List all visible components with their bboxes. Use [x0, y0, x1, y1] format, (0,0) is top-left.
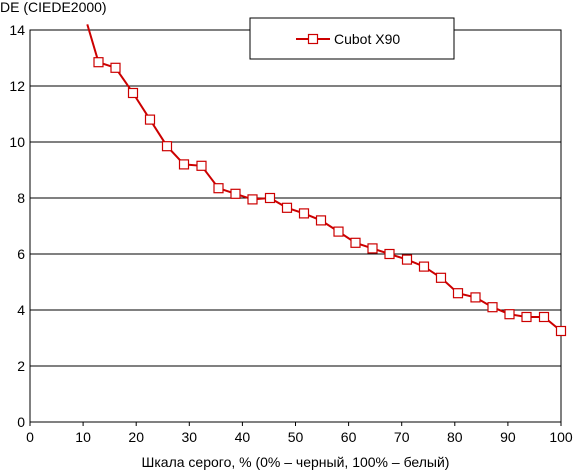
y-tick-label: 6	[17, 246, 25, 262]
data-point-marker	[504, 309, 515, 320]
data-point-marker	[401, 254, 413, 265]
y-tick-label: 2	[17, 358, 25, 374]
x-tick-label: 30	[182, 429, 198, 445]
data-point-marker	[555, 325, 567, 337]
legend-box	[249, 17, 455, 60]
series-line	[86, 24, 562, 332]
legend: Cubot X90	[249, 17, 455, 60]
x-tick-label: 0	[26, 429, 34, 445]
data-point-marker	[384, 248, 395, 260]
data-point-marker	[367, 243, 378, 254]
data-point-marker	[333, 226, 344, 237]
data-point-marker	[281, 202, 293, 213]
data-point-marker	[213, 183, 224, 194]
series-layer	[86, 24, 567, 337]
y-tick-label: 10	[9, 134, 25, 150]
data-point-marker	[247, 194, 258, 205]
data-point-marker	[144, 114, 156, 125]
legend-label: Cubot X90	[334, 31, 400, 47]
x-tick-label: 100	[549, 429, 573, 445]
data-point-marker	[178, 159, 190, 170]
x-tick-label: 70	[394, 429, 410, 445]
x-tick-label: 80	[447, 429, 463, 445]
x-axis-title: Шкала серого, % (0% – черный, 100% – бел…	[142, 454, 450, 470]
data-point-marker	[487, 302, 498, 313]
data-point-marker	[298, 208, 310, 219]
gridlines	[30, 29, 561, 423]
x-tick-label: 60	[341, 429, 357, 445]
legend-marker-square	[307, 33, 319, 45]
data-point-marker	[521, 311, 532, 323]
data-point-marker	[110, 62, 121, 73]
x-tick-label: 90	[500, 429, 516, 445]
y-tick-label: 14	[9, 22, 25, 38]
y-tick-label: 0	[17, 414, 25, 430]
data-point-marker	[538, 311, 550, 323]
x-tick-label: 40	[235, 429, 251, 445]
x-axis-ticks: 0 10 20 30 40 50 60 70 80 90 100	[26, 422, 573, 445]
data-point-marker	[161, 141, 173, 152]
plot-area-frame	[29, 29, 562, 423]
y-tick-label: 12	[9, 78, 25, 94]
data-point-marker	[93, 57, 104, 68]
y-axis-title: DE (CIEDE2000)	[0, 0, 107, 15]
data-point-marker	[264, 192, 276, 204]
data-point-marker	[230, 188, 241, 199]
x-tick-label: 20	[128, 429, 144, 445]
data-point-marker	[452, 288, 464, 299]
data-point-marker	[470, 292, 481, 303]
data-point-marker	[127, 87, 139, 99]
y-tick-label: 8	[17, 190, 25, 206]
y-tick-label: 4	[17, 302, 25, 318]
x-tick-label: 50	[288, 429, 304, 445]
data-point-marker	[196, 160, 207, 171]
y-axis-ticks: 0 2 4 6 8 10 12 14	[9, 22, 25, 430]
data-point-marker	[350, 237, 361, 248]
x-tick-label: 10	[75, 429, 91, 445]
data-point-marker	[418, 261, 430, 272]
data-point-marker	[435, 272, 447, 283]
data-point-marker	[315, 215, 327, 226]
